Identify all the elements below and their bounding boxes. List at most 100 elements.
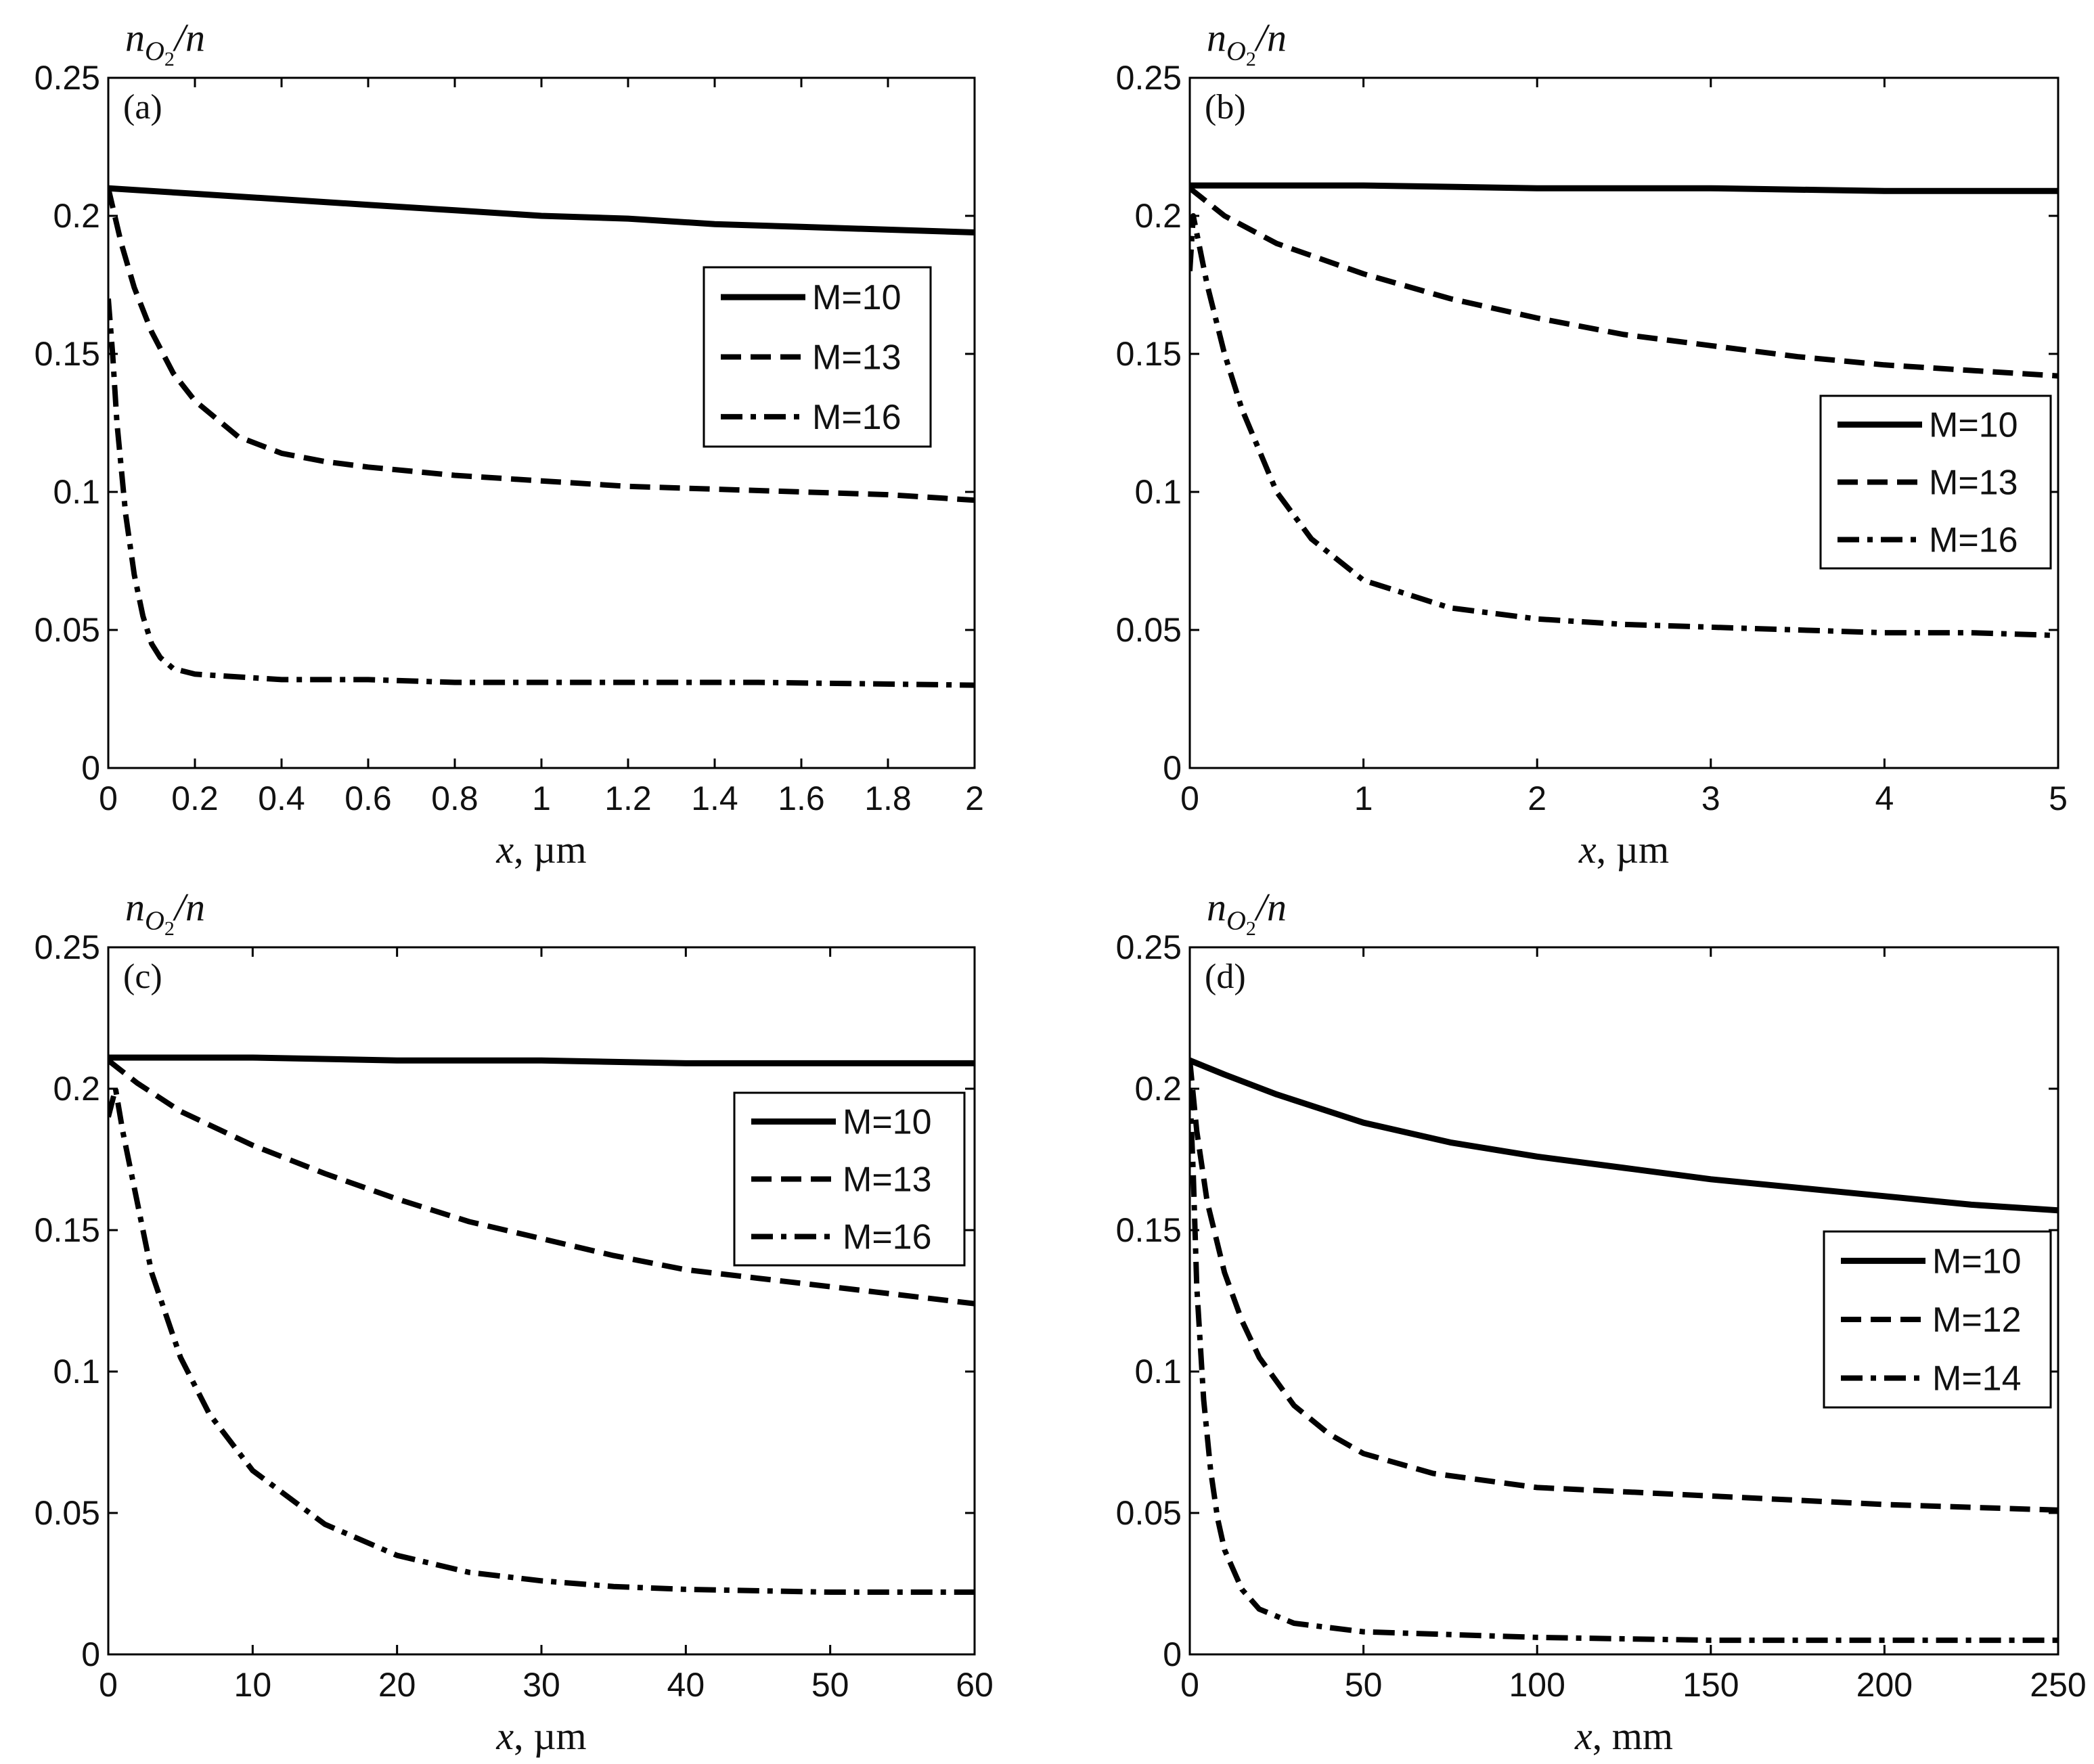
legend-label: M=16 [812,398,901,437]
panel-tag: (a) [123,88,162,127]
x-tick-label: 0 [1180,779,1199,817]
x-tick-label: 40 [667,1666,705,1704]
y-tick-label: 0.15 [35,335,100,373]
legend: M=10 M=13 M=16 [1819,394,2052,570]
y-tick-label: 0.05 [1116,1494,1182,1532]
x-tick-label: 30 [522,1666,560,1704]
y-tick-label: 0.15 [1116,335,1182,373]
plot-area-frame [107,946,976,1656]
x-tick-label: 1 [532,779,551,817]
x-axis-label: x, µm [495,1714,586,1758]
y-tick-label: 0.05 [1116,611,1182,649]
x-tick-label: 10 [234,1666,272,1704]
x-tick-label: 60 [956,1666,994,1704]
x-tick-label: 20 [378,1666,416,1704]
y-tick-label: 0.1 [1134,473,1182,511]
series-line-m-12 [1190,1060,2058,1513]
x-tick-label: 5 [2049,779,2068,817]
x-tick-label: 1.6 [778,779,825,817]
series-line-m-13 [1190,186,2058,379]
panel-tag: (b) [1205,88,1246,127]
series-line-m-10 [108,185,975,235]
legend: M=10 M=12 M=14 [1823,1230,2052,1409]
y-tick-label: 0.05 [35,1494,100,1532]
x-tick-label: 50 [811,1666,849,1704]
series-line-m-10 [1190,1058,2058,1214]
y-tick-label: 0.2 [1134,197,1182,235]
y-tick-label: 0 [1163,749,1182,787]
y-tick-label: 0.15 [35,1211,100,1249]
x-tick-label: 250 [2030,1666,2086,1704]
y-axis-label: nO2/n [1207,16,1287,70]
y-tick-label: 0.1 [53,1353,100,1390]
y-tick-label: 0.15 [1116,1211,1182,1249]
y-tick-label: 0 [1163,1635,1182,1673]
x-axis-label: x, µm [495,828,586,872]
y-tick-label: 0.2 [1134,1070,1182,1108]
panel-tag: (c) [123,957,162,996]
x-tick-label: 1.4 [691,779,738,817]
legend-label: M=10 [1932,1242,2022,1281]
legend-label: M=10 [1929,406,2018,445]
legend-label: M=13 [812,338,901,378]
y-tick-label: 0.25 [35,59,100,97]
y-tick-label: 0 [81,1635,100,1673]
x-tick-label: 0.8 [431,779,478,817]
legend-label: M=16 [843,1218,932,1257]
x-tick-label: 0.2 [171,779,219,817]
series-line-m-10 [108,1054,975,1066]
x-tick-label: 1.8 [864,779,912,817]
panel-b: 0 1 2 3 4 5 0 0.05 0.1 0.15 0.2 0.25 nO2/n x, µm (b) M=… [1116,16,2068,872]
x-tick-label: 0 [1180,1666,1199,1704]
y-tick-label: 0.1 [1134,1353,1182,1390]
y-tick-label: 0.05 [35,611,100,649]
y-axis-label: nO2/n [125,16,205,70]
panel-d: 0 50 100 150 200 250 0 0.05 0.1 0.15 0.2 0.25 nO2/n x… [1116,885,2087,1758]
plot-area-frame [1188,946,2059,1656]
series-line-m-10 [1190,182,2058,194]
y-tick-label: 0.25 [1116,59,1182,97]
y-tick-label: 0.2 [53,1070,100,1108]
series-line-m-14 [1190,1088,2058,1644]
x-axis-label: x, µm [1578,828,1669,872]
legend-label: M=10 [812,278,901,317]
panel-a: 0 0.2 0.4 0.6 0.8 1 1.2 1.4 1.6 1.8 2 0 0.05 0.1 0.15 0… [35,16,984,872]
x-tick-label: 100 [1509,1666,1565,1704]
x-tick-label: 0 [99,1666,118,1704]
legend-label: M=13 [843,1160,932,1200]
legend: M=10 M=13 M=16 [733,1091,966,1267]
x-tick-label: 0 [99,779,118,817]
series-line-m-13 [108,1058,975,1307]
x-tick-label: 4 [1875,779,1894,817]
legend-label: M=13 [1929,463,2018,503]
x-tick-label: 50 [1345,1666,1383,1704]
panel-tag: (d) [1205,957,1246,996]
y-tick-label: 0.25 [1116,928,1182,966]
x-tick-label: 2 [965,779,984,817]
series-group [1190,182,2058,639]
series-group [108,1054,975,1595]
y-tick-label: 0.25 [35,928,100,966]
x-tick-label: 1 [1354,779,1373,817]
series-line-m-16 [1190,213,2058,639]
series-line-m-16 [108,298,975,688]
legend-label: M=14 [1932,1359,2022,1399]
x-tick-label: 150 [1683,1666,1739,1704]
y-tick-label: 0 [81,749,100,787]
series-line-m-13 [108,187,975,503]
legend-label: M=12 [1932,1301,2022,1340]
x-tick-label: 0.4 [258,779,305,817]
series-group [108,185,975,688]
x-tick-label: 2 [1528,779,1546,817]
legend: M=10 M=13 M=16 [703,266,932,448]
x-tick-label: 3 [1701,779,1720,817]
y-tick-label: 0.1 [53,473,100,511]
legend-label: M=16 [1929,521,2018,560]
x-tick-label: 1.2 [604,779,652,817]
y-tick-label: 0.2 [53,197,100,235]
x-axis-label: x, mm [1574,1714,1673,1758]
x-tick-label: 0.6 [344,779,392,817]
x-tick-label: 200 [1856,1666,1913,1704]
y-axis-label: nO2/n [1207,885,1287,940]
plot-area-frame [1188,76,2059,769]
